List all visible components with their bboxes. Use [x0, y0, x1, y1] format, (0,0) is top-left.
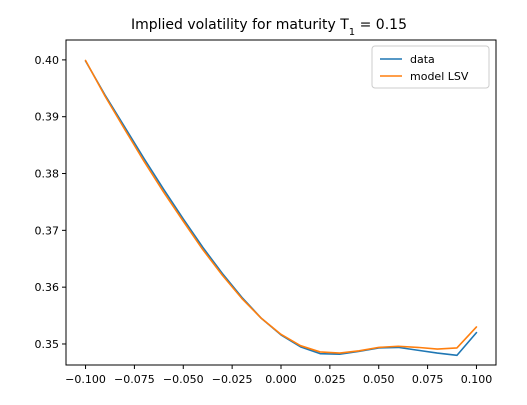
x-tick-label: 0.075 — [412, 373, 444, 386]
plot-lines — [84, 59, 478, 357]
y-tick-label: 0.40 — [35, 54, 60, 67]
x-tick-label: −0.050 — [163, 373, 204, 386]
y-tick-label: 0.38 — [35, 168, 60, 181]
x-tick-label: −0.100 — [65, 373, 106, 386]
x-tick-label: 0.050 — [363, 373, 395, 386]
legend: data model LSV — [371, 45, 490, 89]
series-line-data — [84, 60, 478, 357]
legend-label: model LSV — [410, 70, 469, 83]
plot-frame — [65, 39, 497, 366]
y-tick-label: 0.36 — [35, 281, 60, 294]
x-tick-label: 0.100 — [461, 373, 493, 386]
y-tick-label: 0.35 — [35, 338, 60, 351]
x-tick-label: −0.025 — [212, 373, 253, 386]
legend-box — [371, 45, 490, 89]
x-tick-label: 0.025 — [314, 373, 346, 386]
series-line-model-lsv — [84, 59, 478, 354]
legend-label: data — [410, 53, 435, 66]
chart-title-main: Implied volatility for maturity T — [131, 17, 349, 33]
y-tick-label: 0.39 — [35, 111, 60, 124]
chart-title: Implied volatility for maturity T1 = 0.1… — [131, 17, 407, 38]
x-axis: −0.100 −0.075 −0.050 −0.025 0.000 0.025 0.050 0… — [65, 365, 492, 386]
x-tick-label: −0.075 — [114, 373, 155, 386]
x-tick-label: 0.000 — [265, 373, 297, 386]
chart-title-subscript: 1 — [349, 27, 355, 38]
y-axis: 0.35 0.36 0.37 0.38 0.39 0.40 — [35, 54, 66, 351]
chart-title-tail: = 0.15 — [355, 17, 407, 33]
y-tick-label: 0.37 — [35, 224, 60, 237]
